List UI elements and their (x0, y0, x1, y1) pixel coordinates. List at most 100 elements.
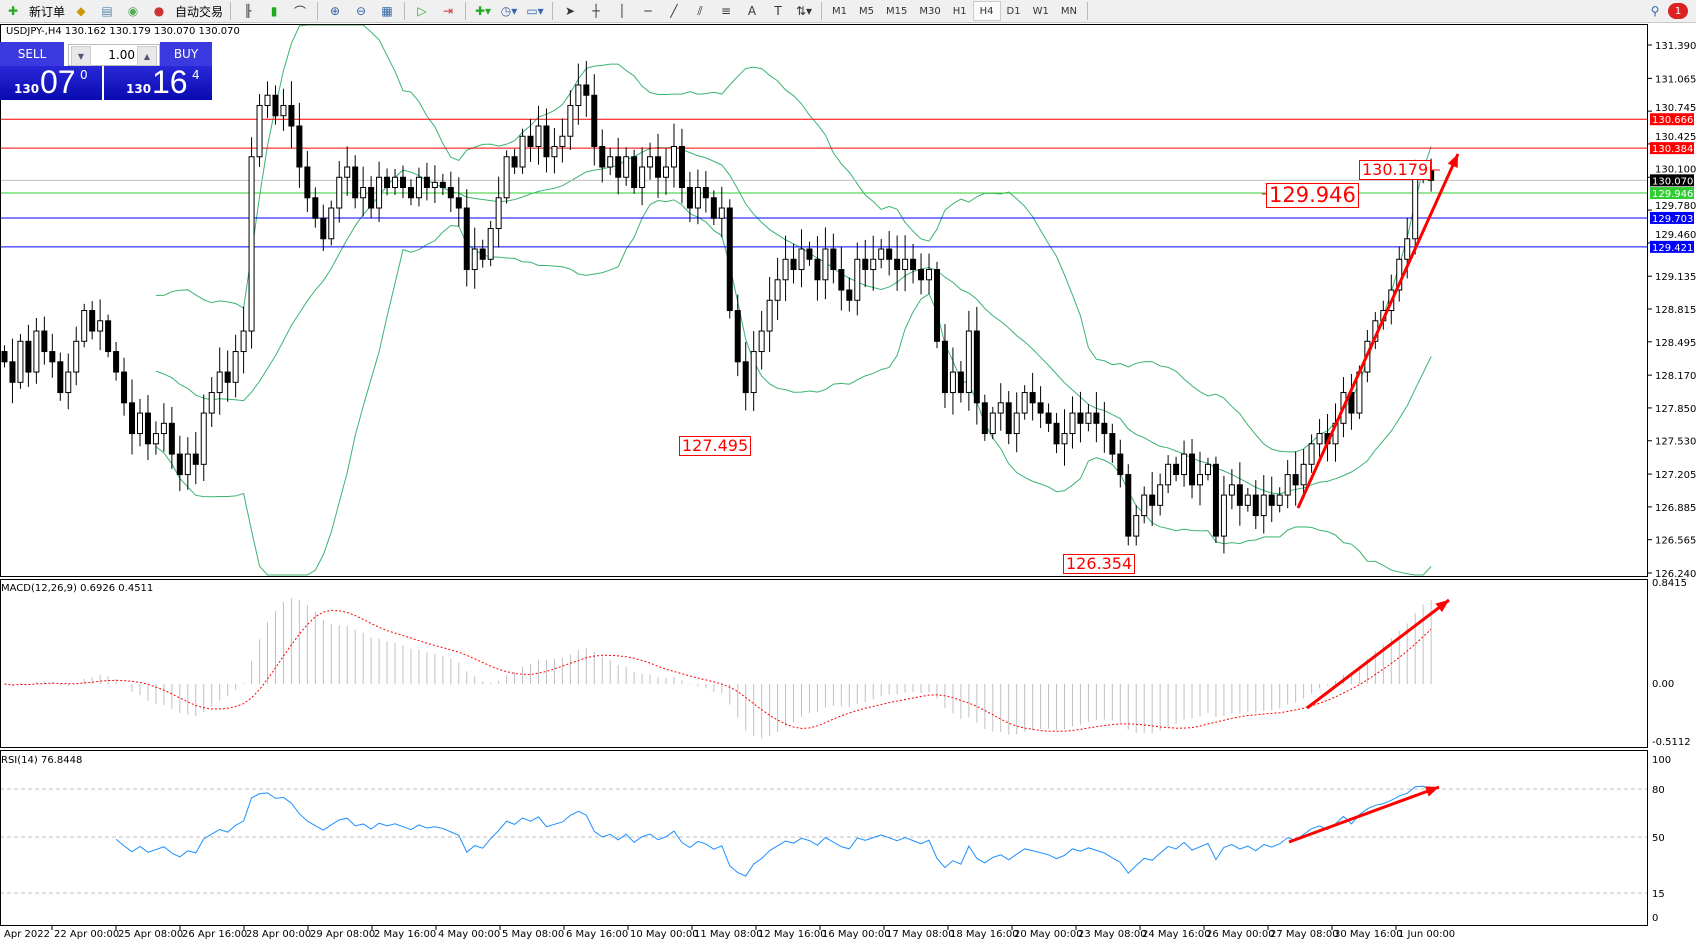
candle-bear (1101, 422, 1108, 435)
line-chart-icon[interactable]: ⌒ (294, 4, 307, 19)
price-label-low-127495[interactable]: 127.495 (679, 436, 752, 456)
timeframe-d1[interactable]: D1 (1006, 5, 1021, 17)
timeframe-m1[interactable]: M1 (832, 5, 848, 17)
arrows-icon[interactable]: ⇅▾ (795, 4, 813, 18)
candle-bear (9, 361, 16, 383)
signals-icon[interactable]: ◉ (127, 4, 139, 18)
horizontal-line-icon[interactable]: ─ (644, 4, 652, 18)
candle-bull (1228, 484, 1235, 496)
date-axis-label: 26 Apr 16:00 (182, 929, 247, 940)
zoom-in-icon[interactable]: ⊕ (330, 4, 341, 18)
candle-bull (1061, 433, 1068, 445)
timeframe-m5[interactable]: M5 (859, 5, 875, 17)
price-label-129946[interactable]: 129.946 (1266, 183, 1359, 208)
candle-bear (1125, 474, 1132, 537)
lot-increase-button[interactable]: ▲ (137, 46, 157, 66)
candle-bear (1149, 494, 1156, 506)
separator (1086, 2, 1088, 20)
candle-bull (902, 258, 909, 271)
vertical-line-icon[interactable]: │ (618, 4, 626, 18)
candle-bear (288, 104, 295, 127)
bar-chart-icon[interactable]: ╟ (244, 4, 252, 18)
candle-bull (503, 156, 510, 199)
data-window-icon[interactable]: ▤ (101, 4, 113, 18)
lot-decrease-button[interactable]: ▼ (71, 46, 91, 66)
date-axis-label: 2 May 16:00 (374, 929, 436, 940)
tile-windows-icon[interactable]: ▦ (381, 4, 393, 18)
level-price-text: 129.703 (1652, 214, 1693, 225)
candle-bear (894, 258, 901, 271)
candle-bear (105, 320, 112, 353)
buy-price[interactable]: 130 16 4 (104, 64, 212, 100)
crosshair-icon[interactable]: ┼ (592, 4, 600, 18)
candle-bear (1212, 463, 1219, 537)
candle-bull (718, 207, 725, 219)
candle-bull (670, 145, 677, 168)
candle-bull (152, 433, 159, 445)
timeframe-m30[interactable]: M30 (919, 5, 941, 17)
timeframe-h4[interactable]: H4 (972, 1, 1001, 21)
new-order-button[interactable]: 新订单 (29, 4, 66, 19)
candle-bull (774, 279, 781, 301)
timeframe-m15[interactable]: M15 (886, 5, 908, 17)
auto-scroll-icon[interactable]: ▷ (417, 4, 427, 18)
zoom-out-icon[interactable]: ⊖ (356, 4, 367, 18)
notification-badge[interactable]: 1 (1668, 3, 1688, 19)
candle-bull (360, 187, 367, 199)
level-price-tag (1650, 142, 1694, 155)
lot-size-input[interactable]: ▼ 1.00 ▲ (68, 44, 160, 66)
periods-icon[interactable]: ◷▾ (500, 4, 518, 18)
candle-bull (647, 156, 654, 168)
candle-bull (160, 422, 167, 435)
text-icon[interactable]: A (747, 4, 757, 18)
date-axis-label: 28 Apr 00:00 (246, 929, 311, 940)
separator (404, 2, 406, 20)
candle-bull (639, 166, 646, 189)
auto-trading-icon[interactable]: ● (153, 4, 165, 18)
market-watch-icon[interactable]: ◆ (76, 4, 86, 18)
candle-bull (750, 351, 757, 394)
candle-bear (224, 371, 231, 383)
timeframe-w1[interactable]: W1 (1032, 5, 1049, 17)
price-axis-label: 128.495 (1655, 338, 1696, 349)
rsi-axis-label: 50 (1652, 833, 1665, 844)
templates-icon[interactable]: ▭▾ (526, 4, 544, 18)
date-axis-label: 1 Jun 00:00 (1398, 929, 1455, 940)
price-axis-label: 130.100 (1655, 164, 1696, 175)
indicators-icon[interactable]: ✚▾ (474, 4, 492, 18)
candle-bull (1412, 176, 1419, 240)
candle-bear (918, 269, 925, 281)
price-label-130179[interactable]: 130.179 (1359, 160, 1432, 180)
candle-bear (312, 197, 319, 219)
text-label-icon[interactable]: T (774, 4, 782, 18)
search-icon[interactable]: ⚲ (1650, 4, 1660, 18)
candle-bull (1260, 494, 1267, 517)
trendline-icon[interactable]: ╱ (670, 4, 678, 18)
candle-bull (559, 135, 566, 147)
level-price-tag (1650, 113, 1694, 126)
buy-button[interactable]: BUY (160, 42, 212, 66)
cursor-icon[interactable]: ➤ (565, 4, 576, 18)
candle-bear (479, 248, 486, 260)
auto-trading-button[interactable]: 自动交易 (175, 4, 224, 19)
candle-bear (1252, 494, 1259, 517)
trend-arrow-line (1306, 598, 1450, 710)
new-order-icon[interactable]: ✚ (7, 4, 19, 18)
candle-bear (89, 310, 96, 332)
timeframe-mn[interactable]: MN (1060, 5, 1077, 17)
sell-price[interactable]: 130 07 0 (0, 64, 102, 100)
candlestick-icon[interactable]: ▮ (270, 4, 278, 18)
candle-bull (256, 104, 263, 158)
candle-bear (304, 166, 311, 199)
fibonacci-icon[interactable]: ≡ (721, 4, 732, 18)
price-label-low-126354[interactable]: 126.354 (1063, 554, 1136, 574)
timeframe-h1[interactable]: H1 (952, 5, 967, 17)
candle-bear (886, 248, 893, 260)
equidistant-channel-icon[interactable]: ⫽ (697, 3, 703, 18)
chart-shift-icon[interactable]: ⇥ (443, 4, 454, 18)
price-axis-label: 131.390 (1655, 41, 1696, 52)
sell-button[interactable]: SELL (0, 42, 64, 66)
candle-bear (862, 258, 869, 271)
candle-bull (200, 412, 207, 465)
